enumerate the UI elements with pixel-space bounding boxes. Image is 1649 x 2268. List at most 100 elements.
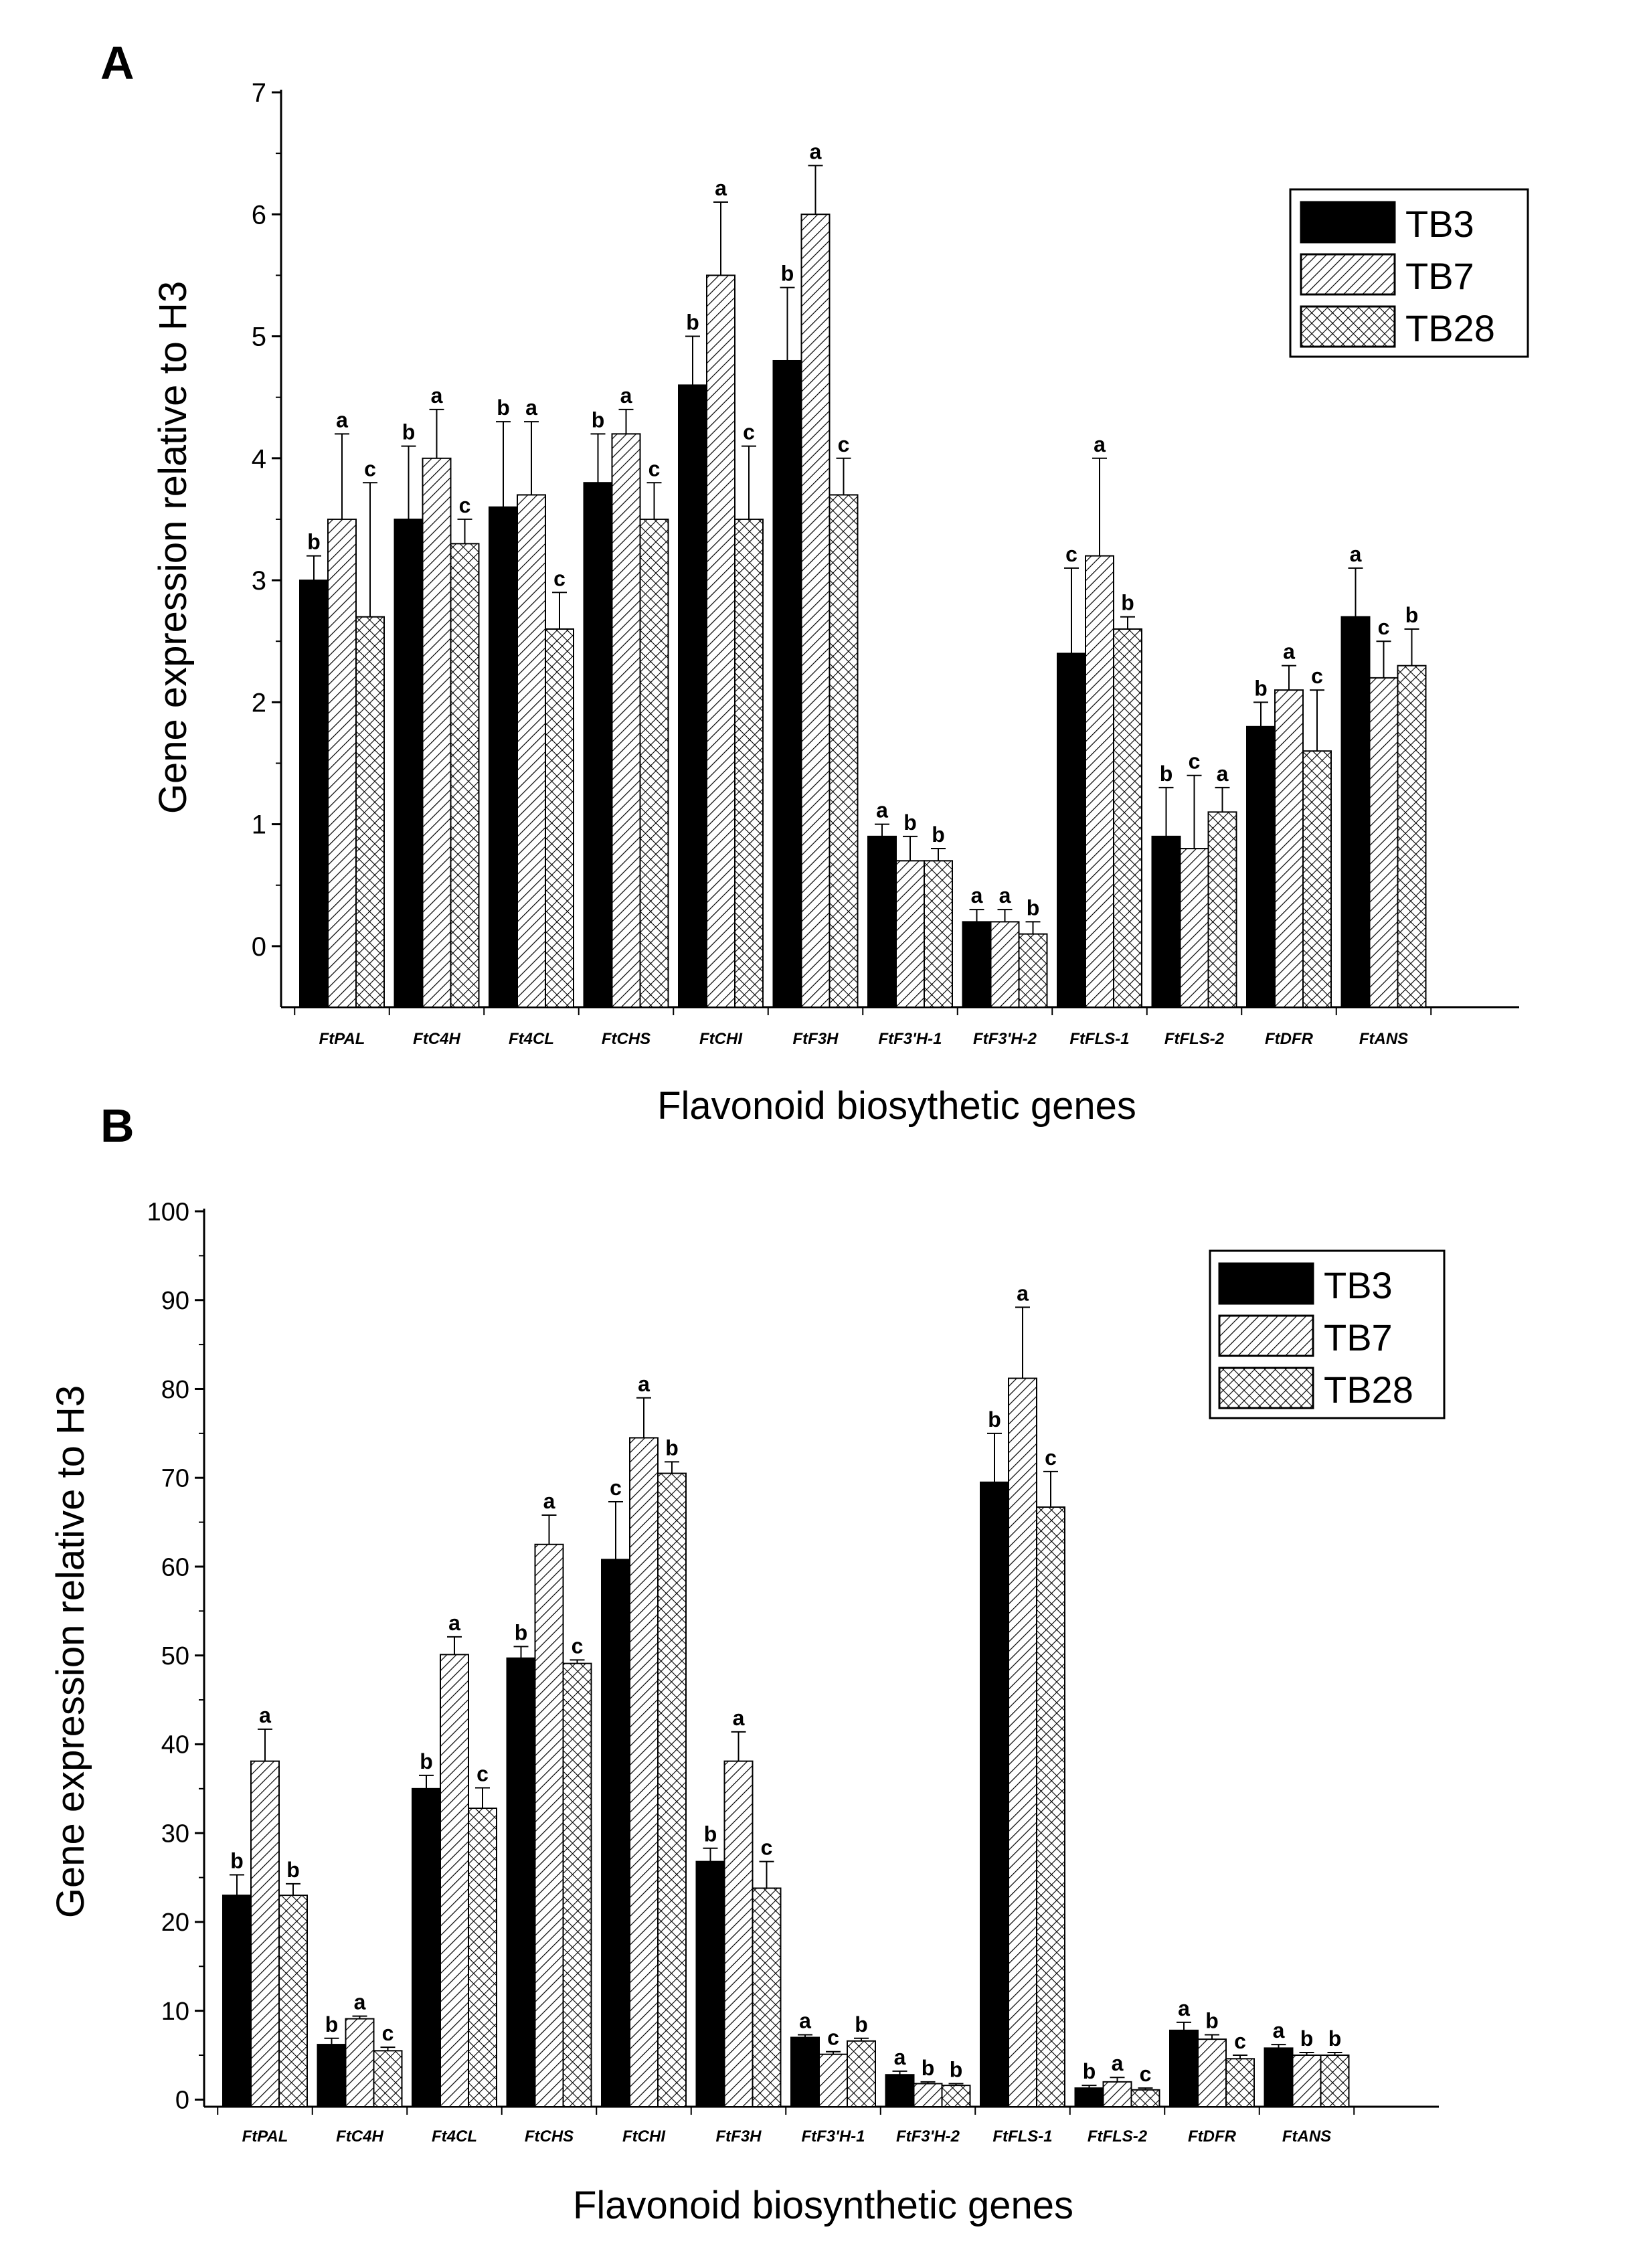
bar-tb28-a <box>829 494 859 1008</box>
significance-letter-a: b <box>497 396 510 420</box>
significance-letter-b: a <box>733 1706 745 1730</box>
bar-tb28-b <box>657 1472 687 2107</box>
significance-letter-b: b <box>1328 2026 1342 2051</box>
bar-tb28-a <box>1018 933 1048 1009</box>
bar-tb7-b <box>818 2053 848 2108</box>
bar-tb3-a <box>489 506 518 1008</box>
significance-letter-b: c <box>1234 2029 1246 2053</box>
y-tick-label-a: 1 <box>252 810 266 840</box>
category-label-a: Ft4CL <box>509 1030 554 1048</box>
bar-tb28-a <box>639 518 669 1008</box>
bar-tb7-b <box>440 1654 469 2107</box>
y-tick-label-b: 70 <box>161 1465 189 1493</box>
legend-label-tb28-a: TB28 <box>1405 307 1495 349</box>
category-label-a: FtCHI <box>699 1030 743 1048</box>
plot-area-b: 0102030405060708090100FtPALbabFtC4HbacFt… <box>147 1198 1439 2146</box>
significance-letter-a: b <box>903 810 917 835</box>
y-tick-label-b: 40 <box>161 1731 189 1759</box>
significance-letter-a: b <box>1160 762 1173 786</box>
legend-a: TB3 TB7 TB28 <box>1289 188 1529 358</box>
category-label-a: FtF3'H-2 <box>973 1030 1037 1048</box>
significance-letter-a: b <box>1254 676 1268 700</box>
significance-letter-a: b <box>592 408 605 432</box>
significance-letter-b: c <box>572 1634 584 1658</box>
bar-tb3-a <box>583 482 613 1008</box>
significance-letter-a: c <box>1378 615 1390 639</box>
category-label-b: FtF3H <box>716 2127 762 2146</box>
significance-letter-b: c <box>1140 2062 1152 2086</box>
bar-tb7-a <box>990 921 1020 1008</box>
bar-tb28-b <box>752 1887 782 2108</box>
category-label-a: FtCHS <box>602 1030 650 1048</box>
y-axis-label-a: Gene expression relative to H3 <box>151 281 195 814</box>
significance-letter-a: c <box>364 456 376 481</box>
significance-letter-b: b <box>420 1749 433 1773</box>
legend-swatch-tb3-a <box>1300 201 1396 244</box>
significance-letter-a: a <box>431 383 443 408</box>
bar-tb28-a <box>1302 750 1332 1008</box>
category-label-a: FtF3'H-1 <box>878 1030 942 1048</box>
bar-tb3-b <box>317 2044 347 2107</box>
significance-letter-a: b <box>402 420 416 444</box>
significance-letter-a: c <box>1311 664 1323 688</box>
bar-tb3-a <box>1246 725 1276 1008</box>
significance-letter-b: a <box>259 1703 271 1727</box>
significance-letter-b: b <box>1300 2026 1314 2051</box>
bar-tb7-a <box>1085 555 1114 1008</box>
significance-letter-b: b <box>1205 2008 1219 2032</box>
bar-tb3-a <box>772 359 802 1008</box>
significance-letter-b: b <box>665 1435 679 1460</box>
y-tick-label-a: 0 <box>252 932 266 962</box>
significance-letter-a: b <box>1121 591 1134 615</box>
significance-letter-a: b <box>1405 603 1419 627</box>
bar-tb7-a <box>895 860 925 1009</box>
significance-letter-b: a <box>448 1611 460 1635</box>
significance-letter-a: a <box>1217 762 1229 786</box>
significance-letter-b: b <box>922 2056 935 2080</box>
bar-tb7-b <box>913 2083 943 2107</box>
category-label-b: FtFLS-2 <box>1088 2127 1148 2146</box>
bar-tb7-a <box>706 274 735 1008</box>
y-tick-label-b: 20 <box>161 1909 189 1937</box>
bar-tb28-a <box>355 616 385 1008</box>
x-axis-label-b: Flavonoid biosynthetic genes <box>573 2184 1073 2227</box>
bar-tb28-b <box>1130 2089 1160 2108</box>
bar-tb7-b <box>723 1760 754 2108</box>
y-tick-label-b: 0 <box>175 2087 189 2115</box>
y-tick-label-a: 5 <box>252 323 266 352</box>
bar-tb3-b <box>980 1481 1009 2107</box>
significance-letter-b: b <box>950 2057 963 2081</box>
significance-letter-b: c <box>1045 1446 1057 1470</box>
significance-letter-b: b <box>230 1849 244 1873</box>
bar-tb28-b <box>1320 2055 1350 2108</box>
significance-letter-b: c <box>610 1476 622 1500</box>
panel-a: A Gene expression relative to H3 Flavono… <box>100 37 1529 1128</box>
bar-tb28-b <box>1036 1506 1065 2107</box>
significance-letter-a: c <box>648 456 661 481</box>
y-tick-label-b: 10 <box>161 1998 189 2026</box>
legend-swatch-tb7-a <box>1300 253 1396 296</box>
y-tick-label-a: 3 <box>252 566 266 596</box>
x-axis-label-a: Flavonoid biosythetic genes <box>657 1084 1136 1128</box>
category-label-b: FtCHI <box>622 2127 666 2146</box>
significance-letter-b: b <box>515 1620 528 1644</box>
significance-letter-b: a <box>799 2008 811 2032</box>
bar-tb3-b <box>222 1895 252 2107</box>
y-tick-label-b: 60 <box>161 1553 189 1581</box>
significance-letter-a: c <box>838 432 850 456</box>
y-tick-label-a: 4 <box>252 444 266 474</box>
significance-letter-a: a <box>336 408 348 432</box>
bar-tb3-b <box>1264 2047 1294 2107</box>
significance-letter-a: a <box>715 176 727 200</box>
significance-letter-b: b <box>704 1822 717 1846</box>
category-label-a: FtF3H <box>793 1030 839 1048</box>
y-tick-label-a: 6 <box>252 200 266 230</box>
category-label-b: FtFLS-1 <box>992 2127 1052 2146</box>
y-tick-label-b: 30 <box>161 1820 189 1848</box>
y-tick-label-a: 2 <box>252 688 266 717</box>
significance-letter-a: a <box>810 139 822 163</box>
legend-label-tb3-b: TB3 <box>1324 1264 1393 1306</box>
bar-tb28-a <box>1397 665 1427 1008</box>
significance-letter-a: c <box>1189 750 1201 774</box>
category-label-b: FtF3'H-1 <box>801 2127 865 2146</box>
